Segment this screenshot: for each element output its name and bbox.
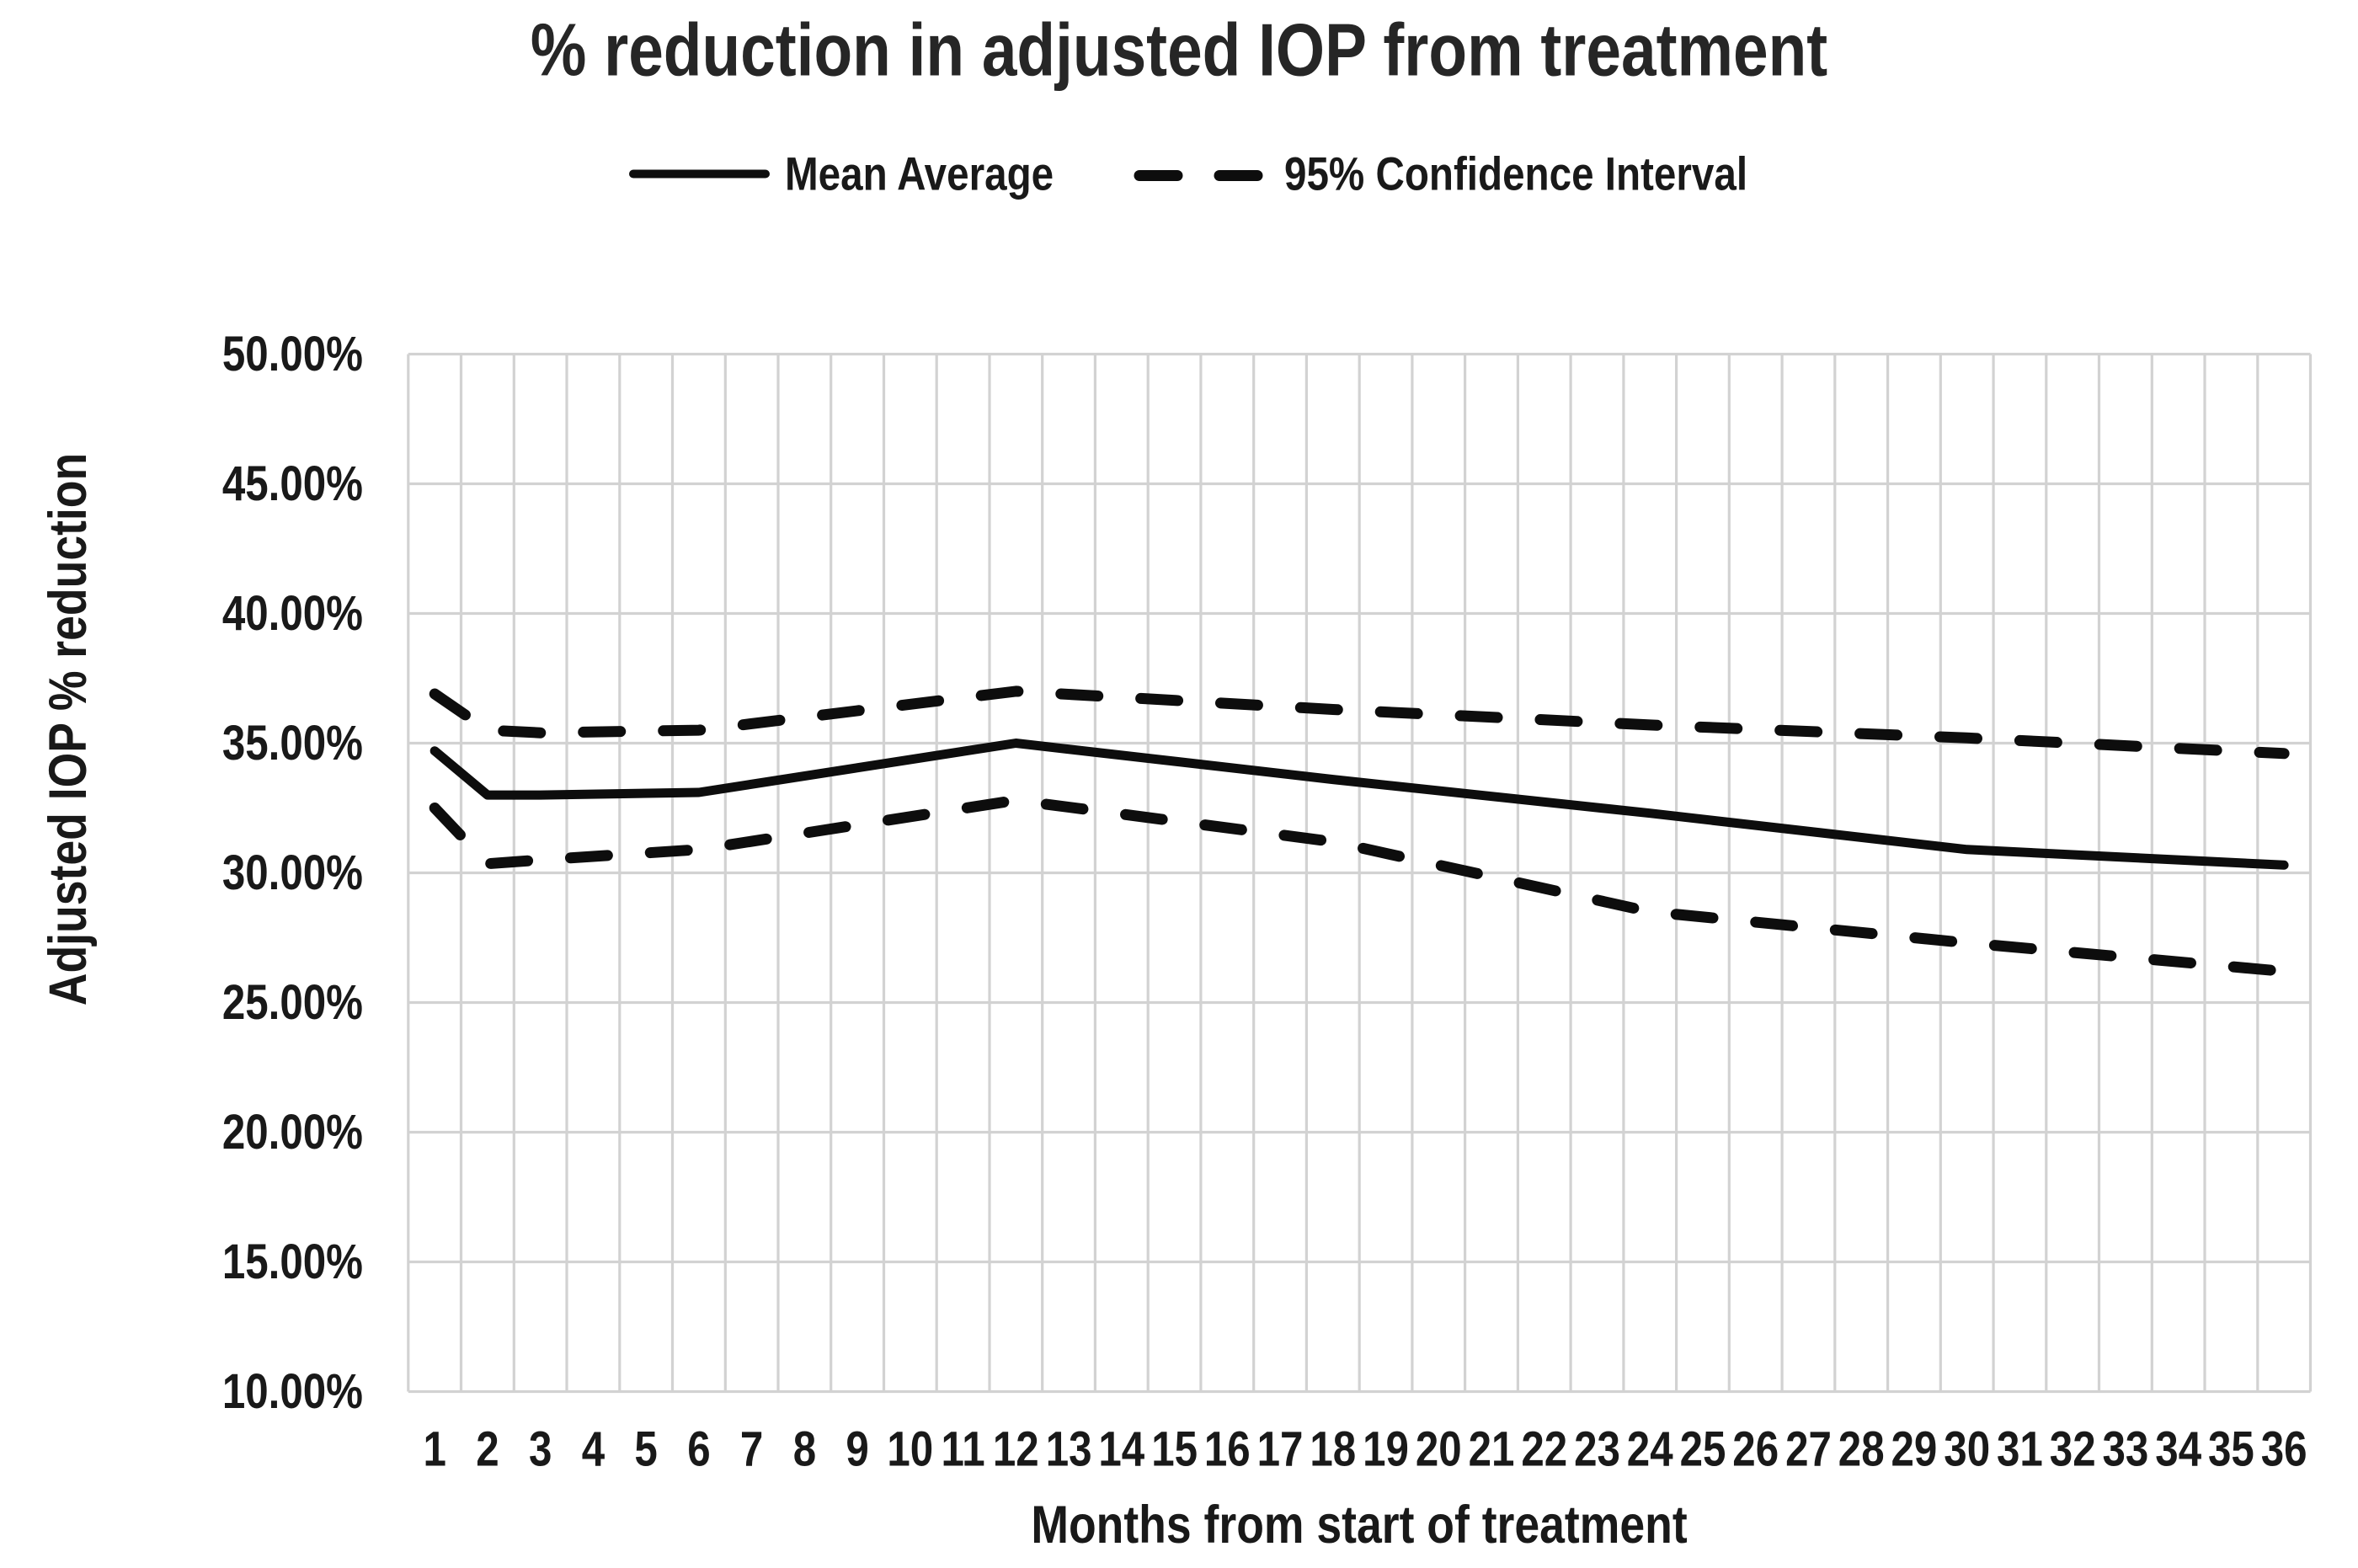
svg-text:34: 34 xyxy=(2155,1422,2201,1477)
svg-text:29: 29 xyxy=(1891,1422,1937,1477)
svg-text:11: 11 xyxy=(942,1422,985,1477)
svg-text:20.00%: 20.00% xyxy=(222,1105,363,1160)
svg-text:15: 15 xyxy=(1151,1422,1198,1477)
svg-text:12: 12 xyxy=(993,1422,1039,1477)
svg-text:Months from start of treatment: Months from start of treatment xyxy=(1031,1496,1687,1555)
svg-text:35.00%: 35.00% xyxy=(222,716,363,771)
svg-text:26: 26 xyxy=(1732,1422,1779,1477)
svg-text:4: 4 xyxy=(582,1422,605,1477)
svg-text:95% Confidence Interval: 95% Confidence Interval xyxy=(1284,148,1747,200)
svg-text:Mean Average: Mean Average xyxy=(785,148,1054,200)
svg-text:18: 18 xyxy=(1310,1422,1356,1477)
svg-text:5: 5 xyxy=(634,1422,657,1477)
svg-text:40.00%: 40.00% xyxy=(222,586,363,641)
svg-text:32: 32 xyxy=(2050,1422,2096,1477)
svg-text:36: 36 xyxy=(2261,1422,2307,1477)
svg-text:17: 17 xyxy=(1257,1422,1304,1477)
svg-text:19: 19 xyxy=(1363,1422,1409,1477)
svg-text:16: 16 xyxy=(1204,1422,1251,1477)
svg-text:13: 13 xyxy=(1046,1422,1092,1477)
svg-text:7: 7 xyxy=(740,1422,763,1477)
svg-text:Adjusted IOP % reduction: Adjusted IOP % reduction xyxy=(39,453,98,1005)
svg-text:15.00%: 15.00% xyxy=(222,1235,363,1289)
svg-text:25: 25 xyxy=(1680,1422,1726,1477)
svg-text:2: 2 xyxy=(476,1422,499,1477)
svg-text:10: 10 xyxy=(887,1422,933,1477)
svg-text:35: 35 xyxy=(2208,1422,2254,1477)
svg-text:50.00%: 50.00% xyxy=(222,327,363,381)
svg-text:28: 28 xyxy=(1838,1422,1885,1477)
svg-text:9: 9 xyxy=(846,1422,868,1477)
svg-text:33: 33 xyxy=(2102,1422,2148,1477)
svg-text:6: 6 xyxy=(687,1422,710,1477)
svg-text:21: 21 xyxy=(1469,1422,1515,1477)
svg-text:% reduction in adjusted IOP fr: % reduction in adjusted IOP from treatme… xyxy=(531,9,1827,92)
svg-text:30.00%: 30.00% xyxy=(222,845,363,900)
svg-text:8: 8 xyxy=(793,1422,816,1477)
svg-text:22: 22 xyxy=(1521,1422,1567,1477)
svg-text:24: 24 xyxy=(1627,1422,1673,1477)
svg-text:23: 23 xyxy=(1574,1422,1620,1477)
svg-text:20: 20 xyxy=(1416,1422,1462,1477)
svg-text:1: 1 xyxy=(423,1422,445,1477)
svg-text:3: 3 xyxy=(529,1422,552,1477)
svg-text:45.00%: 45.00% xyxy=(222,456,363,511)
svg-text:14: 14 xyxy=(1098,1422,1144,1477)
svg-text:25.00%: 25.00% xyxy=(222,975,363,1030)
svg-text:31: 31 xyxy=(1997,1422,2043,1477)
svg-text:10.00%: 10.00% xyxy=(222,1364,363,1419)
svg-text:30: 30 xyxy=(1944,1422,1990,1477)
svg-text:27: 27 xyxy=(1785,1422,1832,1477)
